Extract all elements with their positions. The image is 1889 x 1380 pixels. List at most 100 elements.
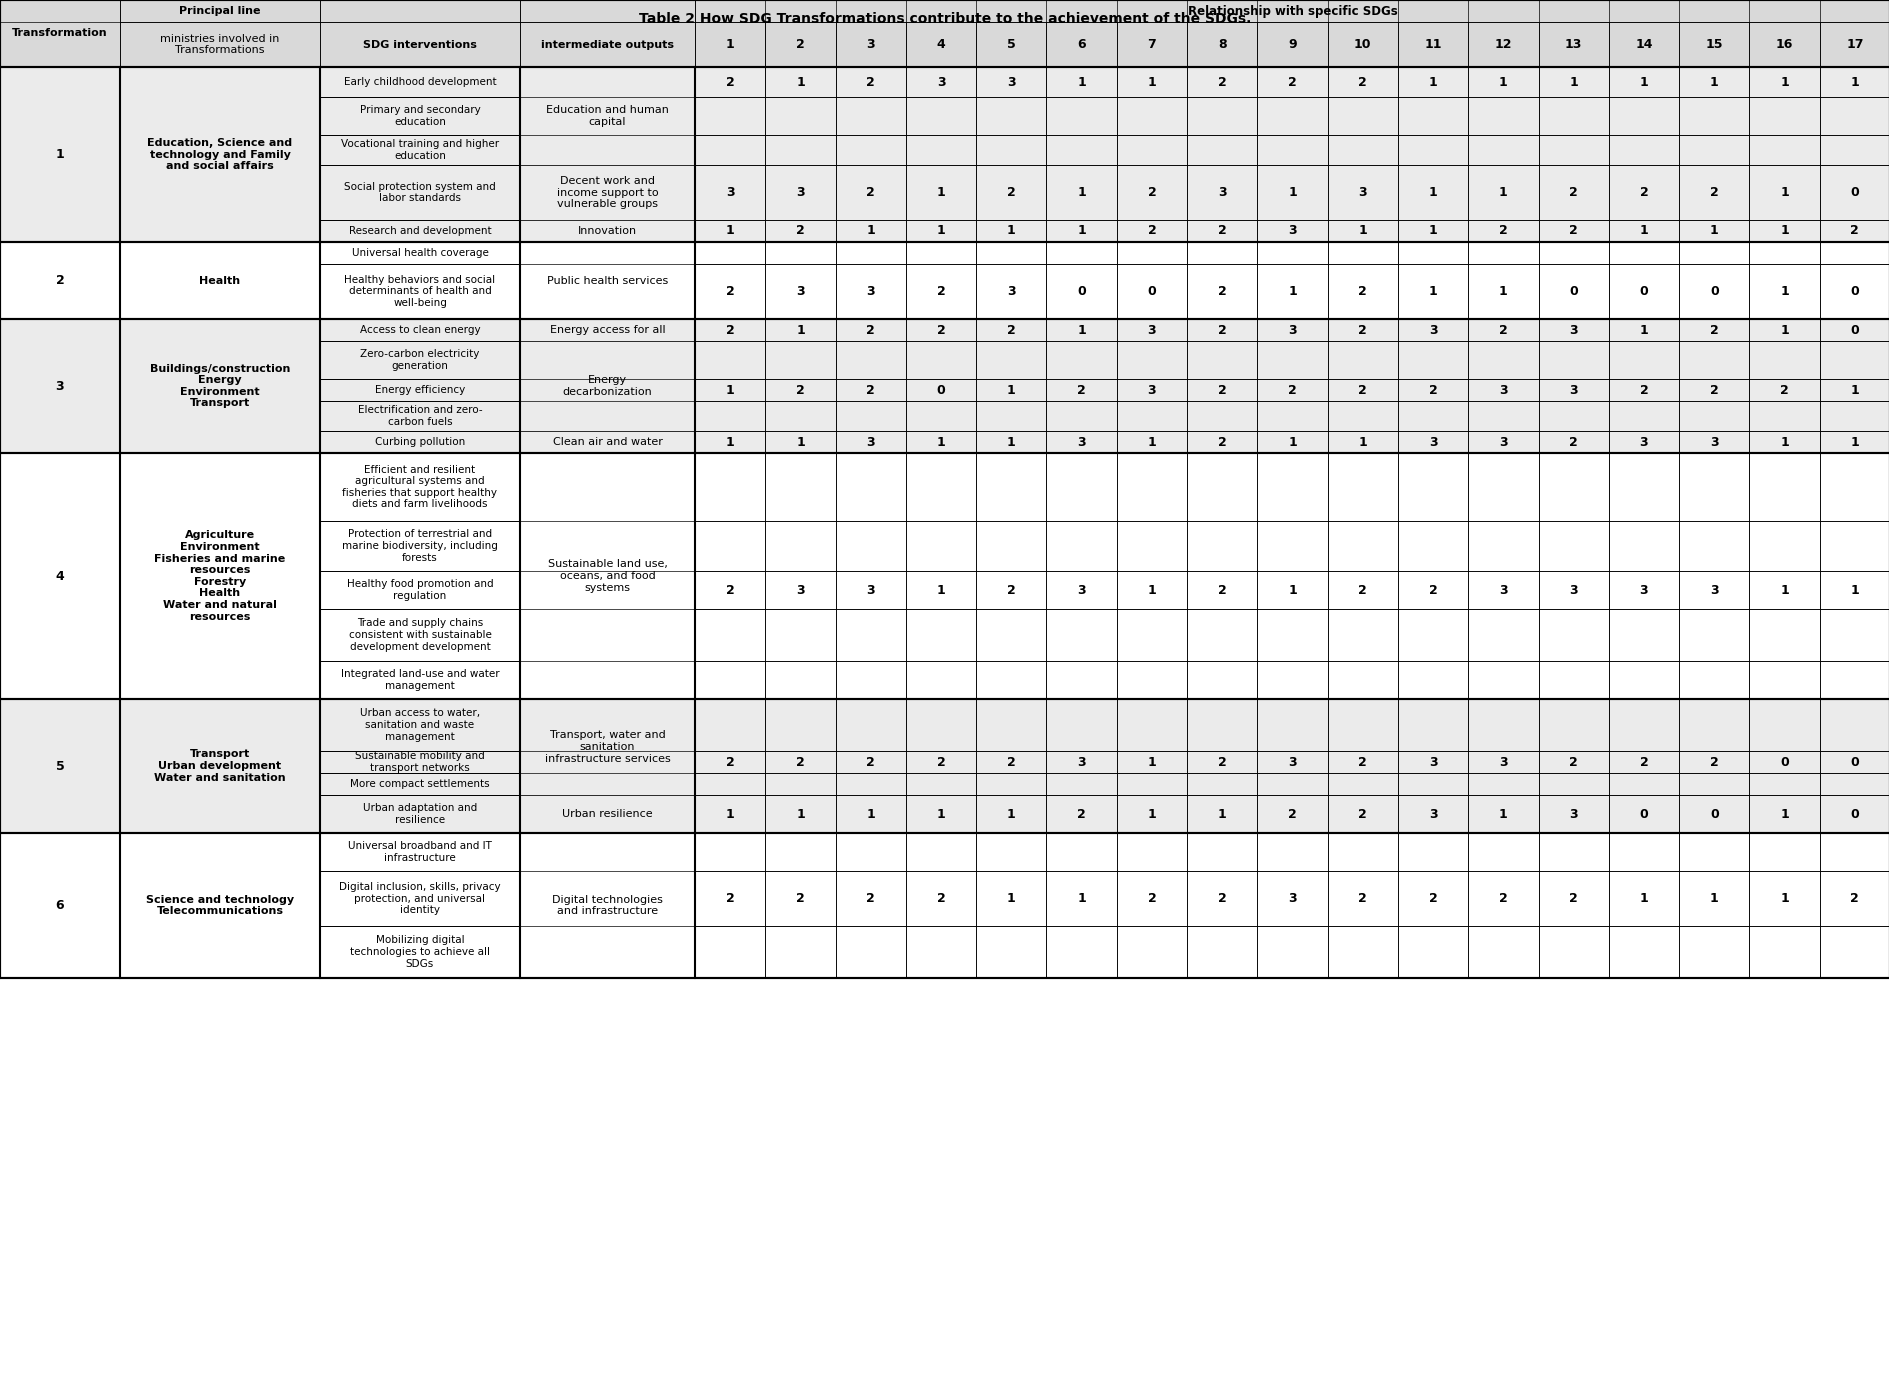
Bar xyxy=(1468,68,1538,97)
Bar xyxy=(1677,219,1749,242)
Text: 10: 10 xyxy=(1353,39,1371,51)
Bar xyxy=(1677,166,1749,219)
Bar xyxy=(1186,522,1256,571)
Text: 0: 0 xyxy=(1849,323,1859,337)
Text: 2: 2 xyxy=(1498,225,1507,237)
Text: Sustainable mobility and
transport networks: Sustainable mobility and transport netwo… xyxy=(355,751,485,773)
Bar xyxy=(1186,135,1256,166)
Text: 2: 2 xyxy=(1640,755,1647,769)
Text: 3: 3 xyxy=(1568,584,1577,596)
Bar xyxy=(1468,166,1538,219)
Text: 2: 2 xyxy=(725,584,735,596)
Bar xyxy=(1398,609,1468,661)
Text: 3: 3 xyxy=(1288,323,1296,337)
Bar xyxy=(1677,431,1749,453)
Bar xyxy=(1608,773,1677,795)
Bar xyxy=(765,166,835,219)
Bar xyxy=(1256,773,1326,795)
Bar xyxy=(519,700,695,795)
Bar xyxy=(695,773,765,795)
Text: 2: 2 xyxy=(1288,807,1296,821)
Bar xyxy=(975,68,1047,97)
Text: 0: 0 xyxy=(1568,286,1577,298)
Bar xyxy=(975,609,1047,661)
Bar xyxy=(1186,661,1256,700)
Bar xyxy=(905,834,975,871)
Bar xyxy=(1398,264,1468,319)
Bar xyxy=(1186,241,1256,264)
Bar xyxy=(835,453,905,522)
Bar xyxy=(1538,97,1608,135)
Bar xyxy=(1538,795,1608,834)
Text: 1: 1 xyxy=(1077,323,1086,337)
Bar xyxy=(319,453,519,522)
Bar xyxy=(1116,431,1186,453)
Bar xyxy=(1256,380,1326,402)
Bar xyxy=(1047,97,1116,135)
Bar xyxy=(765,135,835,166)
Bar xyxy=(319,402,519,431)
Bar xyxy=(765,264,835,319)
Bar xyxy=(319,264,519,319)
Text: 2: 2 xyxy=(1568,891,1577,905)
Text: 1: 1 xyxy=(937,584,944,596)
Bar xyxy=(1256,135,1326,166)
Bar xyxy=(1256,751,1326,773)
Text: 3: 3 xyxy=(1428,807,1438,821)
Text: Trade and supply chains
consistent with sustainable
development development: Trade and supply chains consistent with … xyxy=(348,618,491,651)
Bar xyxy=(1608,522,1677,571)
Bar xyxy=(1047,571,1116,609)
Text: 3: 3 xyxy=(1288,225,1296,237)
Bar xyxy=(1819,751,1889,773)
Bar xyxy=(1538,319,1608,341)
Text: Healthy behaviors and social
determinants of health and
well-being: Healthy behaviors and social determinant… xyxy=(344,275,495,308)
Bar xyxy=(1677,661,1749,700)
Bar xyxy=(0,834,119,978)
Bar xyxy=(1608,751,1677,773)
Text: 2: 2 xyxy=(1849,225,1859,237)
Bar xyxy=(1256,431,1326,453)
Bar xyxy=(1186,166,1256,219)
Bar xyxy=(1256,68,1326,97)
Bar xyxy=(1398,571,1468,609)
Text: 2: 2 xyxy=(1358,286,1366,298)
Bar xyxy=(1749,751,1819,773)
Text: 2: 2 xyxy=(1007,323,1014,337)
Text: 1: 1 xyxy=(937,186,944,199)
Bar xyxy=(1608,661,1677,700)
Bar xyxy=(1819,609,1889,661)
Text: Digital inclusion, skills, privacy
protection, and universal
identity: Digital inclusion, skills, privacy prote… xyxy=(338,882,501,915)
Bar xyxy=(519,834,695,978)
Bar xyxy=(1819,264,1889,319)
Text: 1: 1 xyxy=(1147,807,1156,821)
Text: 1: 1 xyxy=(725,807,735,821)
Bar xyxy=(1047,135,1116,166)
Text: 3: 3 xyxy=(1498,584,1507,596)
Text: 2: 2 xyxy=(1007,584,1014,596)
Text: Urban adaptation and
resilience: Urban adaptation and resilience xyxy=(363,803,476,825)
Bar xyxy=(765,926,835,978)
Bar xyxy=(1538,926,1608,978)
Bar xyxy=(765,700,835,751)
Bar xyxy=(1677,68,1749,97)
Bar xyxy=(1819,795,1889,834)
Bar xyxy=(1468,609,1538,661)
Text: 2: 2 xyxy=(1217,584,1226,596)
Text: 2: 2 xyxy=(1358,584,1366,596)
Bar xyxy=(1608,871,1677,926)
Text: 2: 2 xyxy=(1288,76,1296,88)
Bar xyxy=(1047,926,1116,978)
Bar xyxy=(1608,241,1677,264)
Bar xyxy=(1186,264,1256,319)
Text: 5: 5 xyxy=(55,759,64,773)
Bar xyxy=(119,0,319,22)
Bar xyxy=(1677,773,1749,795)
Bar xyxy=(1608,700,1677,751)
Bar xyxy=(1677,22,1749,68)
Text: Research and development: Research and development xyxy=(348,226,491,236)
Bar xyxy=(835,219,905,242)
Text: 2: 2 xyxy=(55,275,64,287)
Bar xyxy=(1256,22,1326,68)
Bar xyxy=(835,751,905,773)
Bar xyxy=(695,453,765,522)
